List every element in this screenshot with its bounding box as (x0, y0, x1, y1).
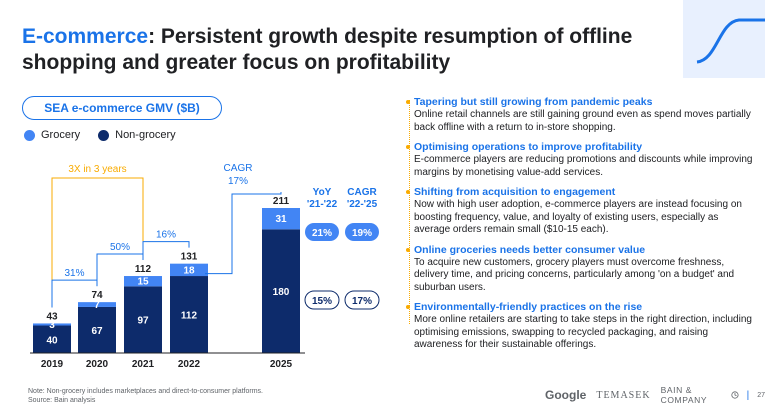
bullet-text: To acquire new customers, grocery player… (414, 256, 735, 293)
bain-clock-icon (731, 391, 739, 399)
bar-grocery-label: 3 (49, 320, 55, 331)
page-title: E-commerce: Persistent growth despite re… (22, 24, 642, 76)
bullet-dot (406, 305, 410, 309)
bullet-text: Online retail channels are still gaining… (414, 109, 751, 133)
temasek-logo: TEMASEK (596, 389, 651, 401)
bar-non-grocery (33, 325, 71, 353)
legend-grocery-swatch (24, 129, 35, 141)
bar-grocery-label: 15 (137, 277, 149, 288)
title-accent: E-commerce (22, 25, 149, 48)
bullet-dot (406, 145, 410, 149)
corner-shape (683, 0, 765, 78)
bullet-text: Now with high user adoption, e-commerce … (414, 199, 742, 235)
cagr-label: CAGR (224, 163, 253, 174)
x-tick-label: 2025 (270, 359, 293, 370)
bullet-item: Optimising operations to improve profita… (406, 141, 754, 179)
bullet-item: Online groceries needs better consumer v… (406, 243, 754, 295)
gmv-bar-chart: 2019 43 40 3 2020 74 67 7 2021 112 97 15 2022 131 112 1… (30, 163, 380, 370)
bar-non-grocery-label: 97 (137, 316, 149, 327)
bar-grocery (170, 263, 208, 277)
bar-total-label: 211 (273, 196, 290, 207)
legend-non-grocery-swatch (98, 129, 110, 141)
rates-header-line2: '22-'25 (347, 199, 378, 210)
bar-non-grocery (170, 276, 208, 353)
bullet-text: More online retailers are starting to ta… (414, 314, 752, 350)
rate-pill (304, 290, 340, 310)
bar-non-grocery-label: 40 (46, 335, 58, 346)
bullet-heading: Tapering but still growing from pandemic… (414, 96, 653, 108)
bar-total-label: 131 (181, 252, 198, 263)
bullet-dot (406, 100, 410, 104)
rate-pill (344, 290, 380, 310)
rate-pill (305, 223, 339, 241)
chart-legend: Grocery Non-grocery (24, 129, 194, 141)
bar-total-label: 43 (46, 311, 58, 322)
bain-logo: BAIN & COMPANY (660, 385, 708, 405)
legend-grocery-label: Grocery (41, 129, 81, 141)
bullet-heading: Online groceries needs better consumer v… (414, 243, 646, 256)
rate-value: 15% (312, 296, 332, 307)
corner-decoration (683, 0, 765, 78)
growth-bracket (51, 177, 144, 308)
footnote: Note: Non-grocery includes marketplaces … (28, 388, 263, 405)
bullet-heading: Shifting from acquisition to engagement (414, 186, 616, 198)
bullet-text: E-commerce players are reducing promotio… (414, 154, 753, 178)
page-number: 27 (757, 391, 765, 399)
bullet-item: Environmentally-friendly practices on th… (406, 301, 754, 352)
yoy-growth-label: 50% (110, 242, 130, 253)
x-tick-label: 2021 (132, 359, 155, 370)
legend-non-grocery-label: Non-grocery (115, 129, 176, 141)
bullet-heading: Optimising operations to improve profita… (414, 141, 643, 153)
yoy-growth-label: 31% (64, 268, 84, 279)
rates-header-line1: CAGR (347, 187, 377, 198)
bar-non-grocery-label: 180 (273, 287, 290, 298)
bullet-timeline (409, 100, 411, 324)
bar-grocery (33, 323, 71, 326)
bar-total-label: 74 (91, 290, 103, 301)
footnote-source: Source: Bain analysis (28, 396, 96, 404)
google-logo: Google (545, 388, 587, 402)
rate-value: 19% (352, 228, 372, 239)
bar-grocery-label: 31 (275, 214, 287, 225)
bullet-item: Shifting from acquisition to engagement … (406, 186, 754, 237)
legend-non-grocery: Non-grocery (98, 129, 176, 141)
bar-grocery (262, 208, 300, 230)
bar-grocery-label: 7 (94, 300, 100, 311)
rates-header-line1: YoY (313, 187, 332, 198)
bar-non-grocery (124, 286, 162, 353)
bar-non-grocery-label: 112 (181, 311, 198, 322)
bullet-dot (406, 247, 410, 252)
bar-total-label: 112 (135, 264, 152, 275)
rate-value: 21% (312, 228, 332, 239)
bar-non-grocery (78, 306, 116, 353)
corner-curve (696, 18, 765, 64)
yoy-growth-label: 16% (156, 230, 176, 241)
x-tick-label: 2020 (86, 359, 109, 370)
x-tick-label: 2019 (41, 359, 64, 370)
chart-title-box: SEA e-commerce GMV ($B) (22, 96, 222, 120)
bullet-heading: Environmentally-friendly practices on th… (414, 301, 643, 313)
logo-separator: | (746, 389, 750, 401)
bullet-list: Tapering but still growing from pandemic… (406, 96, 754, 359)
rate-pill (345, 223, 379, 241)
title-rest: : Persistent growth despite resumption o… (22, 25, 633, 74)
legend-grocery: Grocery (24, 129, 80, 141)
chart-title: SEA e-commerce GMV ($B) (44, 101, 200, 115)
bar-grocery-label: 18 (183, 265, 195, 276)
yoy-connector (142, 241, 190, 261)
growth-bracket-label: 3X in 3 years (68, 164, 126, 175)
bar-non-grocery-label: 67 (91, 326, 103, 337)
bullet-dot (406, 190, 410, 194)
bar-non-grocery (262, 229, 300, 353)
x-tick-label: 2022 (178, 359, 201, 370)
bar-grocery (124, 276, 162, 287)
bullet-item: Tapering but still growing from pandemic… (406, 96, 754, 134)
rates-header-line2: '21-'22 (307, 199, 338, 210)
logo-bar: Google TEMASEK BAIN & COMPANY | 27 (545, 385, 765, 405)
footnote-note: Note: Non-grocery includes marketplaces … (28, 388, 263, 395)
cagr-value: 17% (228, 176, 248, 187)
rate-value: 17% (352, 296, 372, 307)
cagr-connector (205, 192, 282, 275)
bar-grocery (78, 302, 116, 307)
